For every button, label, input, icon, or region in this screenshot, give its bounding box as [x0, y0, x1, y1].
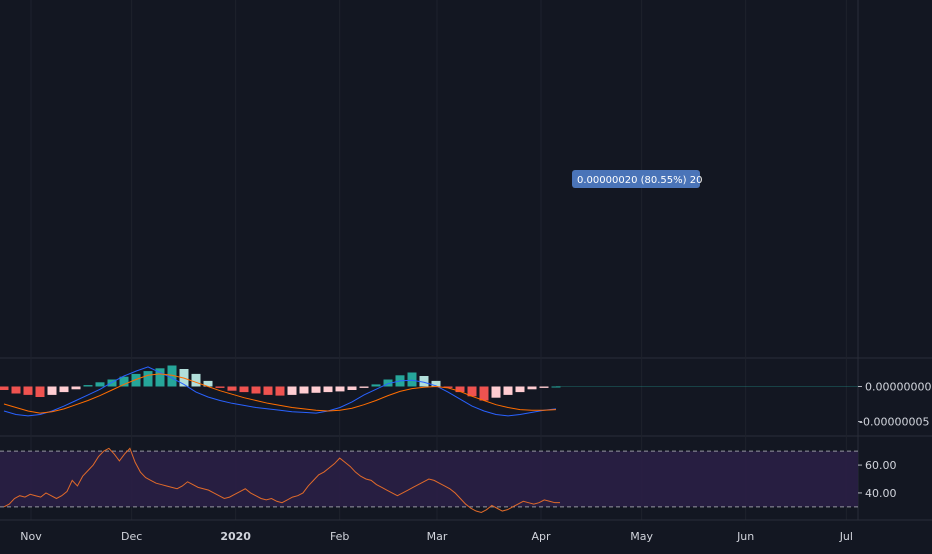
target-label-text: 0.00000020 (80.55%) 20	[577, 175, 702, 186]
macd-histogram-bar	[95, 382, 105, 387]
macd-histogram-bar	[239, 386, 249, 393]
macd-histogram-bar	[167, 365, 177, 387]
macd-histogram-bar	[11, 386, 21, 394]
macd-histogram-bar	[59, 386, 69, 393]
time-axis-label: Nov	[20, 530, 42, 543]
macd-histogram-bar	[299, 386, 309, 394]
macd-line	[3, 366, 557, 417]
time-axis-label: Dec	[121, 530, 142, 543]
macd-histogram-bar	[23, 386, 33, 395]
macd-histogram-bar	[383, 379, 393, 387]
rsi-axis-label: 40.00	[865, 487, 897, 500]
macd-histogram-bar	[515, 386, 525, 393]
macd-histogram-bar	[539, 386, 549, 388]
macd-histogram-bar	[551, 386, 561, 388]
macd-histogram-bar	[503, 386, 513, 395]
macd-histogram-bar	[107, 379, 117, 387]
macd-histogram-bar	[143, 371, 153, 387]
macd-histogram-bar	[203, 380, 213, 387]
rsi-axis-label: 60.00	[865, 459, 897, 472]
macd-histogram-bar	[467, 386, 477, 397]
macd-histogram-bar	[371, 384, 381, 387]
macd-histogram-bar	[83, 385, 93, 387]
macd-histogram-bar	[263, 386, 273, 395]
time-axis-label: May	[630, 530, 653, 543]
macd-histogram-bar	[227, 386, 237, 391]
macd-histogram-bar	[0, 386, 9, 390]
macd-histogram-bar	[131, 373, 141, 387]
macd-histogram-bar	[443, 386, 453, 388]
macd-histogram-bar	[347, 386, 357, 390]
macd-histogram-bar	[431, 380, 441, 387]
macd-axis-label: -0.00000005	[859, 416, 929, 429]
macd-histogram-bar	[455, 386, 465, 393]
macd-histogram-bar	[419, 376, 429, 387]
time-axis-label: Apr	[531, 530, 551, 543]
time-axis-label: Feb	[330, 530, 349, 543]
macd-histogram-bar	[155, 368, 165, 387]
macd-signal-line	[3, 373, 557, 414]
macd-histogram-bar	[311, 386, 321, 393]
macd-histogram-bar	[407, 372, 417, 387]
time-axis[interactable]: Nov Dec 2020 Feb Mar Apr May Jun Jul	[0, 519, 932, 543]
macd-histogram-bar	[71, 386, 81, 390]
macd-histogram-bar	[47, 386, 57, 395]
macd-histogram-bar	[215, 386, 225, 388]
macd-histogram-bar	[323, 386, 333, 393]
macd-indicator	[0, 365, 858, 417]
macd-histogram-bar	[335, 386, 345, 392]
rsi-line	[3, 447, 560, 513]
macd-histogram-bar	[479, 386, 489, 401]
macd-histogram-bar	[35, 386, 45, 397]
macd-histogram-bar	[119, 376, 129, 387]
macd-histogram-bar	[527, 386, 537, 390]
macd-histogram-bar	[359, 386, 369, 388]
macd-histogram-bar	[287, 386, 297, 395]
macd-histogram-bar	[275, 386, 285, 396]
grid-lines	[30, 0, 847, 520]
time-axis-label: Jul	[839, 530, 853, 543]
price-axis[interactable]: 0.000000800.000000700.000000600.00000050…	[858, 0, 931, 500]
time-axis-label: Mar	[427, 530, 448, 543]
macd-axis-label: 0.00000000	[865, 381, 931, 394]
time-axis-label: 2020	[220, 530, 251, 543]
macd-histogram-bar	[191, 373, 201, 387]
time-axis-label: Jun	[736, 530, 754, 543]
macd-histogram-bar	[491, 386, 501, 398]
target-label-box[interactable]: 0.00000020 (80.55%) 20	[572, 170, 702, 188]
rsi-indicator	[0, 447, 858, 513]
macd-histogram-bar	[251, 386, 261, 394]
